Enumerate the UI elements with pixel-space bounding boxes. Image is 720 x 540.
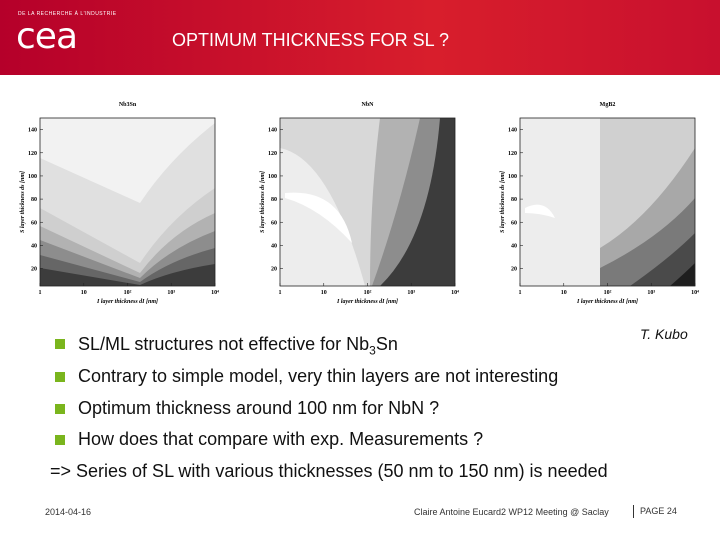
plot-title: Nb3Sn	[119, 102, 137, 108]
org: DE LA RECHERCHE À L'INDUSTRIE	[18, 11, 117, 17]
bullet: Optimum thickness around 100 nm for NbN …	[78, 398, 440, 418]
x-tick-label: 10³	[167, 290, 175, 296]
y-tick-label: 120	[268, 151, 277, 157]
bullet: SL/ML structures not effective for Nb3Sn	[78, 334, 398, 358]
y-tick-label: 100	[508, 174, 517, 180]
bullet-text: Sn	[375, 334, 398, 354]
y-label: S layer thickness ds [nm]	[20, 171, 26, 233]
band	[670, 263, 695, 286]
plot-title: NbN	[361, 102, 374, 108]
x-tick-label: 10⁴	[691, 290, 699, 296]
bullet-text: SL/ML structures not effective for Nb	[78, 334, 370, 354]
y-tick-label: 100	[28, 174, 37, 180]
footer-meeting: Claire Antoine Eucard2 WP12 Meeting @ Sa…	[414, 507, 609, 517]
x-tick-label: 10⁴	[211, 290, 219, 296]
y-tick-label: 60	[271, 220, 277, 226]
band	[285, 192, 352, 243]
y-tick-label: 40	[511, 243, 517, 249]
y-tick-label: 20	[271, 267, 277, 273]
band	[630, 233, 695, 286]
bullet-marker	[55, 339, 65, 349]
band	[40, 264, 215, 286]
x-label: I layer thickness dI [nm]	[96, 299, 158, 305]
band	[280, 148, 365, 286]
x-tick-label: 1	[39, 290, 42, 296]
bullet: Contrary to simple model, very thin laye…	[78, 366, 559, 386]
y-tick-label: 20	[511, 267, 517, 273]
plot-title: MgB2	[600, 102, 616, 108]
y-tick-label: 140	[508, 128, 517, 134]
y-tick-label: 140	[268, 128, 277, 134]
y-label: S layer thickness ds [nm]	[500, 171, 506, 233]
x-tick-label: 1	[279, 290, 282, 296]
x-label: I layer thickness dI [nm]	[576, 299, 638, 305]
bullet: How does that compare with exp. Measurem…	[78, 429, 484, 449]
plot: Nb3Sn 20 40 60 80 100 120 140 1 10 10² 10³ 10⁴ I laye…	[20, 102, 219, 305]
y-tick-label: 40	[271, 243, 277, 249]
y-tick-label: 80	[271, 197, 277, 203]
y-tick-label: 80	[31, 197, 37, 203]
y-tick-label: 60	[31, 220, 37, 226]
header-bar	[0, 0, 720, 75]
x-tick-label: 1	[519, 290, 522, 296]
x-tick-label: 10²	[364, 290, 372, 296]
bullet-marker	[55, 435, 65, 445]
footer-date: 2014-04-16	[45, 507, 92, 517]
x-tick-label: 10³	[647, 290, 655, 296]
y-tick-label: 120	[508, 151, 517, 157]
x-tick-label: 10⁴	[451, 290, 459, 296]
y-tick-label: 40	[31, 243, 37, 249]
bullet-marker	[55, 404, 65, 414]
y-tick-label: 100	[268, 174, 277, 180]
x-tick-label: 10³	[407, 290, 415, 296]
band	[525, 204, 555, 218]
y-tick-label: 120	[28, 151, 37, 157]
footer-page: PAGE 24	[640, 506, 677, 516]
subscript: 3	[369, 343, 376, 358]
x-tick-label: 10²	[124, 290, 132, 296]
x-tick-label: 10	[81, 290, 87, 296]
y-tick-label: 20	[31, 267, 37, 273]
y-tick-label: 140	[28, 128, 37, 134]
plot: MgB2 20 40 60 80 100 120 140 1 10 10² 10³ 10⁴ I layer…	[500, 102, 699, 305]
conclusion: => Series of SL with various thicknesses…	[50, 461, 608, 481]
x-tick-label: 10	[561, 290, 567, 296]
bullet-marker	[55, 372, 65, 382]
y-tick-label: 60	[511, 220, 517, 226]
y-label: S layer thickness ds [nm]	[260, 171, 266, 233]
footer-sep	[633, 505, 634, 518]
credit: T. Kubo	[640, 326, 688, 342]
logo: cea	[16, 16, 78, 57]
x-tick-label: 10	[321, 290, 327, 296]
x-label: I layer thickness dI [nm]	[336, 299, 398, 305]
y-tick-label: 80	[511, 197, 517, 203]
x-tick-label: 10²	[604, 290, 612, 296]
plot: NbN 20 40 60 80 100 120 140 1 10 10² 10³ 10⁴ I layer …	[260, 102, 459, 305]
title: OPTIMUM THICKNESS FOR SL ?	[172, 30, 450, 50]
